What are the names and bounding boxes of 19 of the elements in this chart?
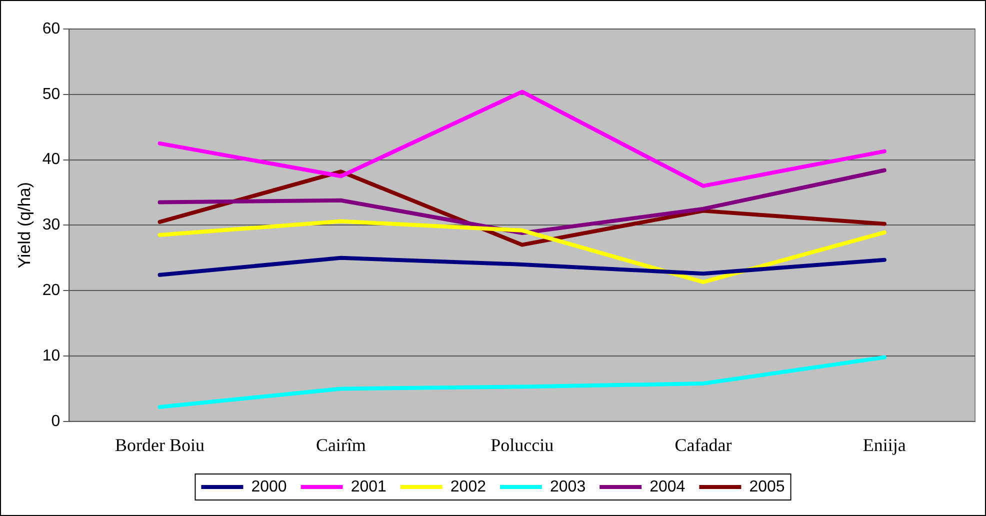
y-tick-label: 60 bbox=[42, 20, 60, 38]
y-tick-label: 50 bbox=[42, 86, 60, 103]
legend-label: 2001 bbox=[350, 478, 387, 496]
legend-label: 2002 bbox=[450, 478, 486, 496]
legend-label: 2000 bbox=[251, 478, 287, 496]
legend-label: 2004 bbox=[650, 478, 686, 496]
legend-label: 2003 bbox=[550, 478, 586, 496]
x-tick-label: Polucciu bbox=[490, 434, 554, 455]
x-tick-label: Eniija bbox=[862, 434, 906, 455]
y-tick-label: 30 bbox=[42, 216, 60, 234]
y-tick-label: 0 bbox=[51, 412, 60, 430]
y-tick-label: 20 bbox=[42, 282, 60, 300]
y-tick-label: 10 bbox=[42, 347, 60, 364]
x-tick-label: Cafadar bbox=[674, 434, 732, 455]
y-axis-title: Yield (q/ha) bbox=[14, 182, 34, 268]
x-tick-label: Cairîm bbox=[316, 434, 366, 455]
x-tick-label: Border Boiu bbox=[115, 434, 205, 455]
legend-label: 2005 bbox=[749, 478, 785, 496]
y-tick-label: 40 bbox=[42, 151, 60, 168]
